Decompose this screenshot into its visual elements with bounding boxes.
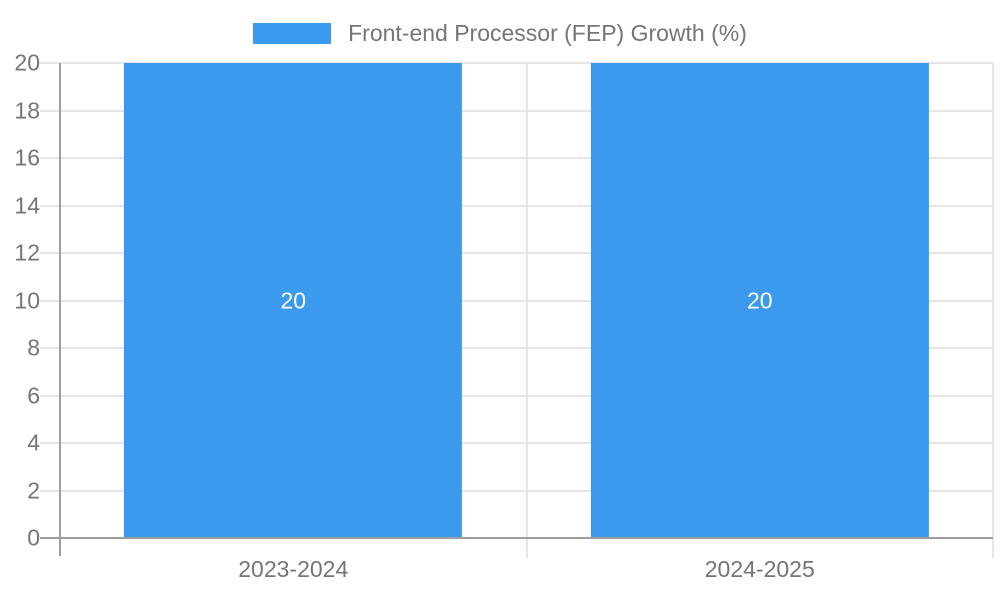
bar-value-label: 20 bbox=[280, 287, 307, 313]
gridline bbox=[40, 109, 993, 112]
bar-slot: 20 bbox=[527, 63, 994, 538]
x-tick-label: 2024-2025 bbox=[704, 556, 815, 582]
y-tick-label: 16 bbox=[14, 144, 40, 171]
y-axis-line bbox=[59, 63, 61, 556]
gridline bbox=[40, 204, 993, 207]
plot-area: 20 20 bbox=[40, 62, 994, 558]
gridline bbox=[40, 252, 993, 254]
bar-2024-2025: 20 bbox=[590, 63, 929, 538]
gridline bbox=[40, 442, 993, 444]
gridline bbox=[40, 347, 993, 349]
bar-value-label: 20 bbox=[746, 287, 773, 313]
y-tick-label: 20 bbox=[14, 49, 40, 76]
bar-slot: 20 bbox=[60, 63, 527, 538]
gridline bbox=[40, 489, 993, 492]
bar-2023-2024: 20 bbox=[124, 63, 463, 538]
x-axis-baseline bbox=[40, 537, 993, 539]
y-tick-label: 12 bbox=[14, 239, 40, 266]
y-tick-label: 10 bbox=[14, 287, 40, 313]
y-tick-label: 6 bbox=[27, 382, 40, 408]
y-axis-labels: 0 2 4 6 8 10 12 14 16 18 20 bbox=[0, 51, 40, 549]
y-tick-label: 14 bbox=[14, 192, 40, 218]
plot-right-border bbox=[992, 63, 994, 558]
y-tick-label: 8 bbox=[27, 334, 40, 361]
y-tick-label: 18 bbox=[14, 97, 40, 123]
x-axis-labels: 2023-2024 2024-2025 bbox=[60, 556, 993, 586]
legend-label: Front-end Processor (FEP) Growth (%) bbox=[348, 20, 747, 46]
legend: Front-end Processor (FEP) Growth (%) bbox=[0, 20, 1000, 47]
y-tick-label: 4 bbox=[27, 429, 40, 456]
gridline bbox=[40, 62, 993, 64]
x-tick-label: 2023-2024 bbox=[238, 556, 349, 582]
gridline bbox=[40, 157, 993, 159]
gridline bbox=[40, 394, 993, 397]
legend-swatch bbox=[253, 23, 332, 44]
category-divider-line bbox=[525, 63, 528, 558]
gridline bbox=[40, 299, 993, 302]
y-tick-label: 2 bbox=[27, 477, 40, 503]
y-tick-label: 0 bbox=[27, 524, 40, 551]
